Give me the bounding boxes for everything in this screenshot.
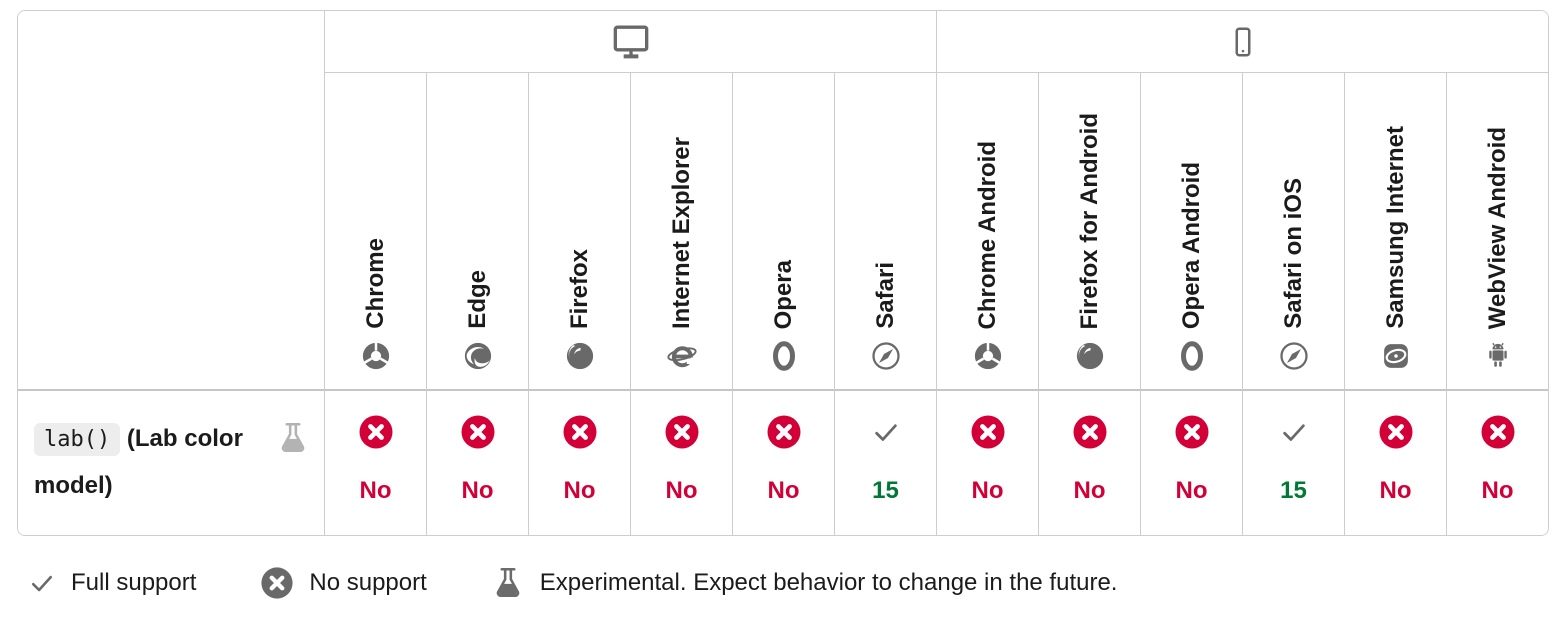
check-icon: [1279, 413, 1309, 451]
browser-name: WebView Android: [1483, 126, 1511, 329]
browser-name: Samsung Internet: [1381, 126, 1409, 329]
support-value: 15: [872, 477, 899, 504]
chrome-icon: [361, 341, 391, 371]
experimental-flask-icon: [491, 566, 525, 600]
browser-header-samsung-internet: Samsung Internet: [1344, 73, 1446, 389]
browser-header-opera-android: Opera Android: [1140, 73, 1242, 389]
support-cell-chrome[interactable]: No: [324, 389, 426, 535]
firefox-icon: [565, 341, 595, 371]
support-cell-edge[interactable]: No: [426, 389, 528, 535]
legend-no-support-label: No support: [309, 569, 427, 596]
no-support-icon: [460, 413, 496, 451]
browser-header-safari-ios: Safari on iOS: [1242, 73, 1344, 389]
browser-header-chrome: Chrome: [324, 73, 426, 389]
browser-name: Safari: [871, 262, 899, 329]
chrome-icon: [973, 341, 1003, 371]
desktop-icon: [611, 23, 651, 60]
no-support-icon: [1174, 413, 1210, 451]
browser-header-firefox-android: Firefox for Android: [1038, 73, 1140, 389]
support-value: No: [665, 477, 698, 504]
browser-header-webview-android: WebView Android: [1446, 73, 1548, 389]
safari-icon: [1279, 341, 1309, 371]
legend-experimental: Experimental. Expect behavior to change …: [491, 566, 1118, 600]
android-robot-icon: [1483, 341, 1513, 371]
browser-name: Chrome Android: [973, 140, 1001, 329]
browser-compat-table: Chrome Edge Firefox Internet Explorer Op…: [17, 10, 1549, 536]
corner-cell: [18, 11, 324, 389]
support-value: No: [1481, 477, 1514, 504]
browser-header-opera: Opera: [732, 73, 834, 389]
browser-header-internet-explorer: Internet Explorer: [630, 73, 732, 389]
browser-name: Firefox: [565, 248, 593, 329]
no-support-icon: [358, 413, 394, 451]
support-cell-safari[interactable]: 15: [834, 389, 936, 535]
feature-cell: lab() (Lab color model): [18, 389, 324, 535]
legend-experimental-label: Experimental. Expect behavior to change …: [539, 569, 1118, 596]
check-icon: [871, 413, 901, 451]
browser-name: Edge: [463, 270, 491, 329]
support-value: No: [461, 477, 494, 504]
browser-header-safari: Safari: [834, 73, 936, 389]
support-cell-firefox[interactable]: No: [528, 389, 630, 535]
browser-header-chrome-android: Chrome Android: [936, 73, 1038, 389]
feature-label: (Lab color model): [34, 425, 243, 499]
no-support-icon: [1480, 413, 1516, 451]
legend-full-support-label: Full support: [71, 569, 197, 596]
support-value: No: [1175, 477, 1208, 504]
no-support-icon: [766, 413, 802, 451]
no-support-icon: [1378, 413, 1414, 451]
mobile-icon: [1228, 27, 1258, 57]
support-cell-safari-ios[interactable]: 15: [1242, 389, 1344, 535]
no-support-icon: [664, 413, 700, 451]
edge-icon: [463, 341, 493, 371]
browser-name: Internet Explorer: [667, 136, 695, 329]
browser-name: Opera: [769, 259, 797, 329]
browser-header-edge: Edge: [426, 73, 528, 389]
feature-code: lab(): [34, 423, 121, 457]
experimental-flask-icon: [276, 421, 310, 455]
support-value: No: [971, 477, 1004, 504]
support-value: No: [767, 477, 800, 504]
browser-name: Firefox for Android: [1075, 112, 1103, 329]
legend-full-support: Full support: [28, 569, 196, 597]
browser-name: Opera Android: [1177, 161, 1205, 329]
browser-name: Safari on iOS: [1279, 178, 1307, 329]
samsung-internet-icon: [1381, 341, 1411, 371]
browser-header-firefox: Firefox: [528, 73, 630, 389]
safari-icon: [871, 341, 901, 371]
no-support-icon: [970, 413, 1006, 451]
support-value: No: [359, 477, 392, 504]
firefox-icon: [1075, 341, 1105, 371]
support-value: No: [1379, 477, 1412, 504]
support-value: 15: [1280, 477, 1307, 504]
check-icon: [28, 569, 56, 597]
no-support-icon: [260, 566, 294, 600]
legend: Full support No support Experimental. Ex…: [28, 566, 1117, 600]
opera-icon: [1177, 341, 1207, 371]
no-support-icon: [562, 413, 598, 451]
internet-explorer-icon: [666, 341, 698, 371]
support-cell-webview-android[interactable]: No: [1446, 389, 1548, 535]
legend-no-support: No support: [260, 566, 427, 600]
support-cell-opera-android[interactable]: No: [1140, 389, 1242, 535]
support-value: No: [1073, 477, 1106, 504]
support-cell-chrome-android[interactable]: No: [936, 389, 1038, 535]
support-cell-opera[interactable]: No: [732, 389, 834, 535]
opera-icon: [769, 341, 799, 371]
feature-name: lab() (Lab color model): [34, 416, 264, 510]
desktop-group-header: [324, 11, 936, 73]
support-cell-internet-explorer[interactable]: No: [630, 389, 732, 535]
no-support-icon: [1072, 413, 1108, 451]
support-cell-samsung-internet[interactable]: No: [1344, 389, 1446, 535]
support-cell-firefox-android[interactable]: No: [1038, 389, 1140, 535]
browser-name: Chrome: [361, 238, 389, 329]
support-value: No: [563, 477, 596, 504]
mobile-group-header: [936, 11, 1548, 73]
